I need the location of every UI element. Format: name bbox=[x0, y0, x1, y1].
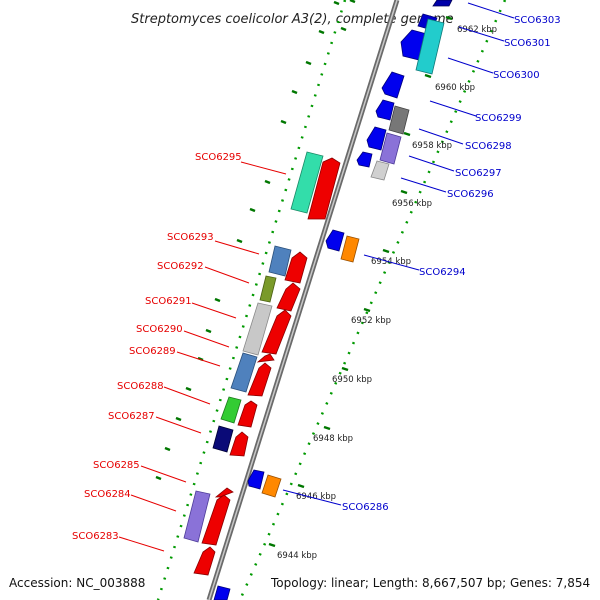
ruler-label: 6946 kbp bbox=[296, 492, 336, 502]
gene-sco6288-box[interactable] bbox=[220, 396, 242, 424]
gene-sco6284-arrow[interactable] bbox=[201, 494, 231, 546]
gene-sco6299-arrow[interactable] bbox=[381, 71, 405, 99]
gene-sco6289-box[interactable] bbox=[230, 352, 258, 393]
gene-sco6296-box[interactable] bbox=[370, 160, 390, 181]
forward-genes bbox=[193, 157, 341, 576]
gene-label-left[interactable]: SCO6290 bbox=[136, 324, 183, 335]
gene-sco6290-box[interactable] bbox=[242, 302, 273, 356]
ruler-label: 6956 kbp bbox=[392, 199, 432, 209]
gene-sco6284-box[interactable] bbox=[183, 490, 211, 543]
topology-text: Topology: linear; Length: 8,667,507 bp; … bbox=[270, 576, 590, 590]
gene-label-right[interactable]: SCO6294 bbox=[419, 267, 466, 278]
gene-sco6289-arrow[interactable] bbox=[256, 353, 275, 363]
gene-sco6297-arrow[interactable] bbox=[366, 126, 387, 151]
gene-sco6287-arrow[interactable] bbox=[237, 400, 258, 428]
gene-label-right[interactable]: SCO6297 bbox=[455, 168, 502, 179]
gene-sco6300-box[interactable] bbox=[415, 18, 445, 75]
gene-sco6286-arrow[interactable] bbox=[247, 469, 265, 490]
gene-sco6290-arrow[interactable] bbox=[261, 309, 292, 355]
ruler-label: 6958 kbp bbox=[412, 141, 452, 151]
gene-sco6298-arrow[interactable] bbox=[375, 99, 395, 121]
gene-sco6298-box[interactable] bbox=[388, 105, 410, 135]
gene-label-left[interactable]: SCO6288 bbox=[117, 381, 164, 392]
map-title: Streptomyces coelicolor A3(2), complete … bbox=[131, 12, 454, 27]
gene-label-left[interactable]: SCO6291 bbox=[145, 296, 192, 307]
gene-sco6283-arrow[interactable] bbox=[193, 546, 216, 576]
gene-sco6295-box[interactable] bbox=[290, 151, 324, 214]
ruler-label: 6944 kbp bbox=[277, 551, 317, 561]
gene-label-right[interactable]: SCO6301 bbox=[504, 38, 551, 49]
gene-sco6297-box[interactable] bbox=[379, 132, 402, 165]
gene-label-right[interactable]: SCO6300 bbox=[493, 70, 540, 81]
gene-label-right[interactable]: SCO6296 bbox=[447, 189, 494, 200]
gene-sco6292-arrow[interactable] bbox=[284, 251, 308, 284]
gene-label-right[interactable]: SCO6303 bbox=[514, 15, 561, 26]
gene-sco6294-arrow[interactable] bbox=[325, 229, 345, 252]
gene-sco6295-arrow[interactable] bbox=[307, 157, 341, 220]
right-gene-labels: SCO6303 SCO6301 SCO6300 SCO6299 SCO6298 … bbox=[342, 15, 561, 513]
accession-text: Accession: NC_003888 bbox=[9, 576, 145, 590]
ruler-label: 6960 kbp bbox=[435, 83, 475, 93]
ruler-ticks bbox=[155, 0, 453, 548]
gene-label-left[interactable]: SCO6285 bbox=[93, 460, 140, 471]
gene-label-left[interactable]: SCO6295 bbox=[195, 152, 242, 163]
feature-boxes bbox=[183, 151, 324, 543]
gene-label-right[interactable]: SCO6299 bbox=[475, 113, 522, 124]
gene-sco6293-box[interactable] bbox=[268, 245, 292, 277]
left-leader-lines bbox=[118, 161, 287, 552]
gene-label-left[interactable]: SCO6292 bbox=[157, 261, 204, 272]
reverse-genes bbox=[213, 0, 453, 600]
gene-label-left[interactable]: SCO6287 bbox=[108, 411, 155, 422]
gene-label-left[interactable]: SCO6293 bbox=[167, 232, 214, 243]
gene-label-left[interactable]: SCO6289 bbox=[129, 346, 176, 357]
gene-sco6292-box[interactable] bbox=[259, 275, 277, 303]
gene-sco6285-arrow[interactable] bbox=[214, 487, 234, 498]
gene-label-right[interactable]: SCO6298 bbox=[465, 141, 512, 152]
backbone-highlight bbox=[208, 0, 398, 600]
gene-sco6291-arrow[interactable] bbox=[276, 282, 301, 312]
gene-sco6287b-arrow[interactable] bbox=[229, 431, 249, 457]
gene-label-right[interactable]: SCO6286 bbox=[342, 502, 389, 513]
gene-sco6303-arrow[interactable] bbox=[432, 0, 453, 7]
gene-sco6288-arrow[interactable] bbox=[247, 362, 272, 397]
gene-sco6296-arrow[interactable] bbox=[356, 151, 373, 168]
gene-sco6286-box[interactable] bbox=[261, 474, 282, 498]
gene-label-left[interactable]: SCO6284 bbox=[84, 489, 131, 500]
left-gene-labels: SCO6295 SCO6293 SCO6292 SCO6291 SCO6290 … bbox=[72, 152, 242, 542]
gene-label-left[interactable]: SCO6283 bbox=[72, 531, 119, 542]
ruler-label: 6950 kbp bbox=[332, 375, 372, 385]
ruler-label: 6962 kbp bbox=[457, 25, 497, 35]
gene-sco6287-box[interactable] bbox=[212, 425, 234, 453]
ruler-label: 6952 kbp bbox=[351, 316, 391, 326]
gene-sco6294-box[interactable] bbox=[340, 235, 360, 263]
right-leader-lines bbox=[282, 2, 515, 506]
gene-bottom-arrow[interactable] bbox=[213, 585, 231, 600]
ruler-label: 6948 kbp bbox=[313, 434, 353, 444]
